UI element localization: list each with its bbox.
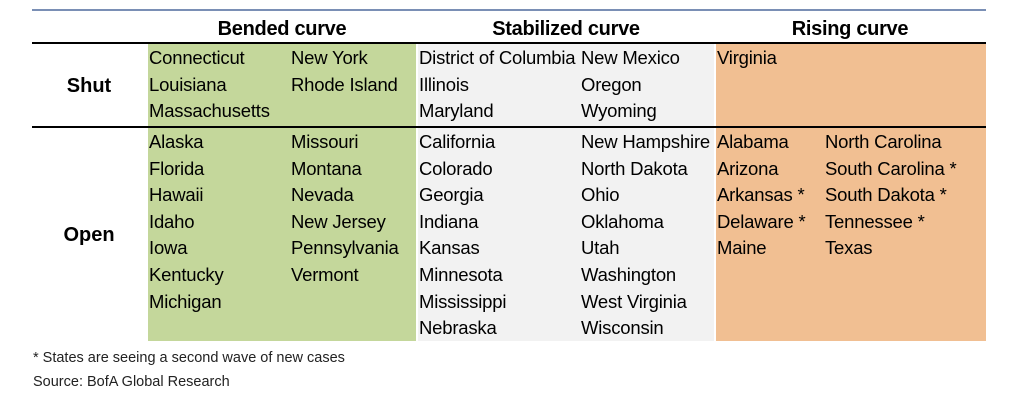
state-name: Kansas [419,237,480,259]
footnote: * States are seeing a second wave of new… [33,350,345,366]
state-name: California [419,131,496,152]
list: North Carolina South Carolina * South Dako… [825,129,957,262]
state-name: Alabama [717,131,789,152]
source-note: Source: BofA Global Research [33,374,230,390]
state-name: South Dakota * [825,184,947,206]
state-name: Minnesota [419,263,503,285]
state-name: Oregon [581,73,642,95]
list: District of Columbia Illinois Maryland [419,45,576,125]
row-label-shut: Shut [66,75,112,97]
list: Alaska Florida Hawaii Idaho Iowa Kentucky Mich… [149,129,224,315]
header-stabilized-curve: Stabilized curve [492,18,640,40]
state-name: Mississippi [419,290,507,312]
state-name: Oklahoma [581,210,664,232]
state-name: South Carolina * [825,157,957,179]
state-name: Connecticut [149,47,245,68]
state-name: Kentucky [149,263,224,285]
state-name: Alaska [149,131,204,152]
shut-bended-band [148,44,416,126]
state-name: Florida [149,157,205,179]
state-name: Pennsylvania [291,237,399,259]
state-name: Hawaii [149,184,204,206]
state-name: North Dakota [581,157,688,179]
state-name: Maryland [419,100,494,122]
state-name: Montana [291,157,362,179]
state-name: Michigan [149,290,222,312]
state-name: Massachusetts [149,100,270,122]
state-name: Delaware * [717,210,806,232]
state-name: Wyoming [581,100,657,122]
state-name: New York [291,47,368,68]
list: Missouri Montana Nevada New Jersey Pennsylva… [291,129,399,289]
state-name: Virginia [717,47,777,68]
open-bended-band [148,128,416,341]
list: Virginia [717,45,777,72]
list: Alabama Arizona Arkansas * Delaware * Maine [717,129,806,262]
state-name: New Hampshire [581,131,710,152]
state-name: Utah [581,237,620,259]
state-name: Texas [825,237,873,259]
state-name: Washington [581,263,677,285]
state-name: Rhode Island [291,73,398,95]
state-name: Iowa [149,237,188,259]
state-name: Maine [717,237,767,259]
state-name: Ohio [581,184,620,206]
list: Connecticut Louisiana Massachusetts [149,45,270,125]
state-name: Idaho [149,210,195,232]
state-name: Wisconsin [581,317,664,339]
row-label-open: Open [63,224,115,246]
row-divider [32,126,986,128]
state-name: Louisiana [149,73,227,95]
state-name: North Carolina [825,131,942,152]
state-name: West Virginia [581,290,687,312]
open-stabilized-band [418,128,714,341]
state-name: Indiana [419,210,479,232]
state-name: Tennessee * [825,210,925,232]
state-name: Arizona [717,157,779,179]
header-bended-curve: Bended curve [217,18,347,40]
state-name: Missouri [291,131,359,152]
shut-stabilized-band [418,44,714,126]
state-name: Vermont [291,263,359,285]
state-name: Georgia [419,184,484,206]
state-name: Nebraska [419,317,497,339]
header-rule [32,42,986,44]
list: New Hampshire North Dakota Ohio Oklahoma Uta… [581,129,710,342]
list: California Colorado Georgia Indiana Kansas Mi… [419,129,506,342]
state-name: New Jersey [291,210,386,232]
list: New Mexico Oregon Wyoming [581,45,680,125]
open-rising-band [716,128,986,341]
list: New York Rhode Island [291,45,398,98]
top-rule [32,9,986,11]
header-rising-curve: Rising curve [791,18,909,40]
state-name: Illinois [419,73,469,95]
shut-rising-band [716,44,986,126]
state-name: District of Columbia [419,47,576,68]
state-name: Arkansas * [717,184,805,206]
state-name: Nevada [291,184,354,206]
state-name: New Mexico [581,47,680,68]
state-name: Colorado [419,157,493,179]
